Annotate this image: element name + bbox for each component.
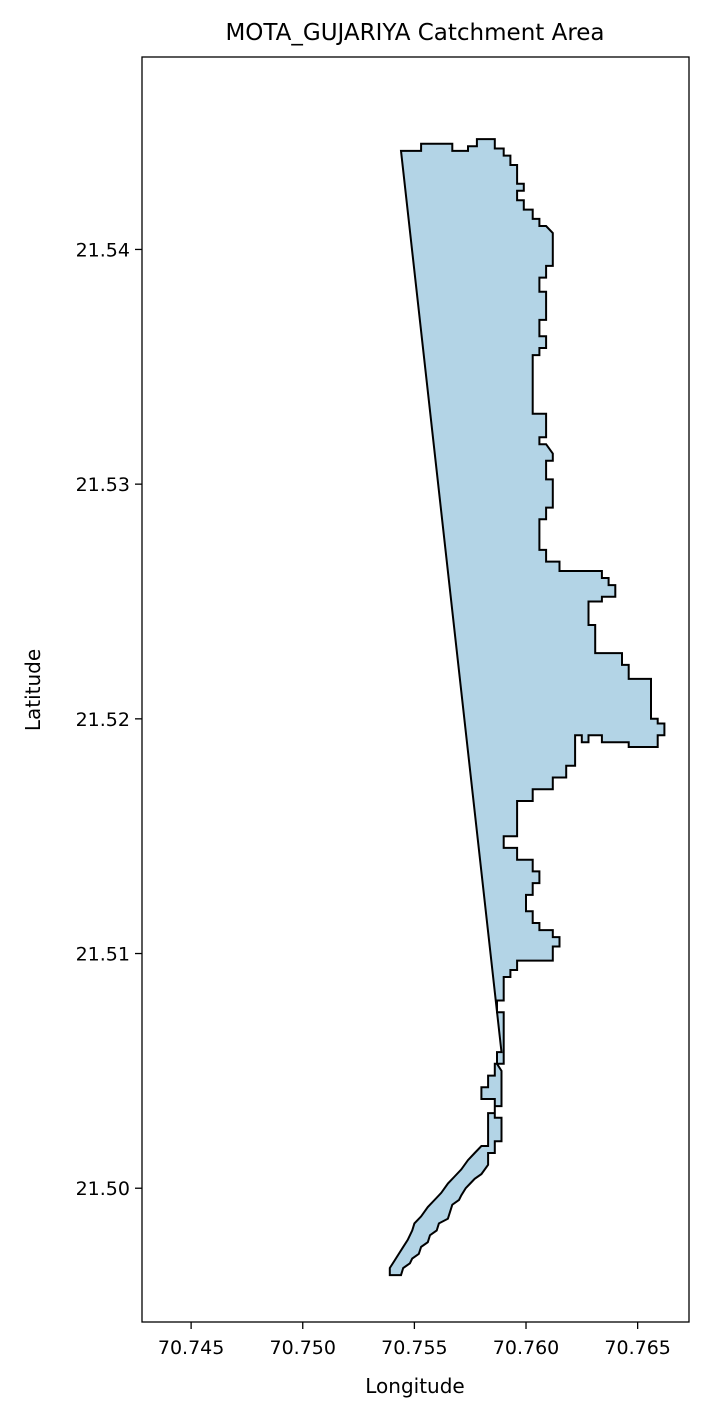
y-axis: 21.50 21.51 21.52 21.53 21.54 — [76, 239, 142, 1200]
y-axis-label: Latitude — [21, 649, 45, 731]
x-axis-label: Longitude — [365, 1374, 464, 1398]
x-tick-label: 70.765 — [604, 1337, 670, 1359]
x-tick-label: 70.750 — [270, 1337, 336, 1359]
x-tick-label: 70.745 — [158, 1337, 224, 1359]
y-tick-label: 21.50 — [76, 1178, 130, 1200]
x-tick-label: 70.760 — [493, 1337, 559, 1359]
y-tick-label: 21.51 — [76, 944, 130, 966]
x-tick-label: 70.755 — [381, 1337, 447, 1359]
plot-frame — [141, 56, 690, 1323]
y-tick-label: 21.53 — [76, 474, 130, 496]
y-tick-label: 21.54 — [76, 239, 130, 261]
x-axis: 70.745 70.750 70.755 70.760 70.765 — [158, 1322, 671, 1359]
catchment-polygon — [388, 138, 666, 1277]
catchment-layer — [388, 138, 666, 1277]
chart-title: MOTA_GUJARIYA Catchment Area — [225, 20, 604, 46]
y-tick-label: 21.52 — [76, 709, 130, 731]
